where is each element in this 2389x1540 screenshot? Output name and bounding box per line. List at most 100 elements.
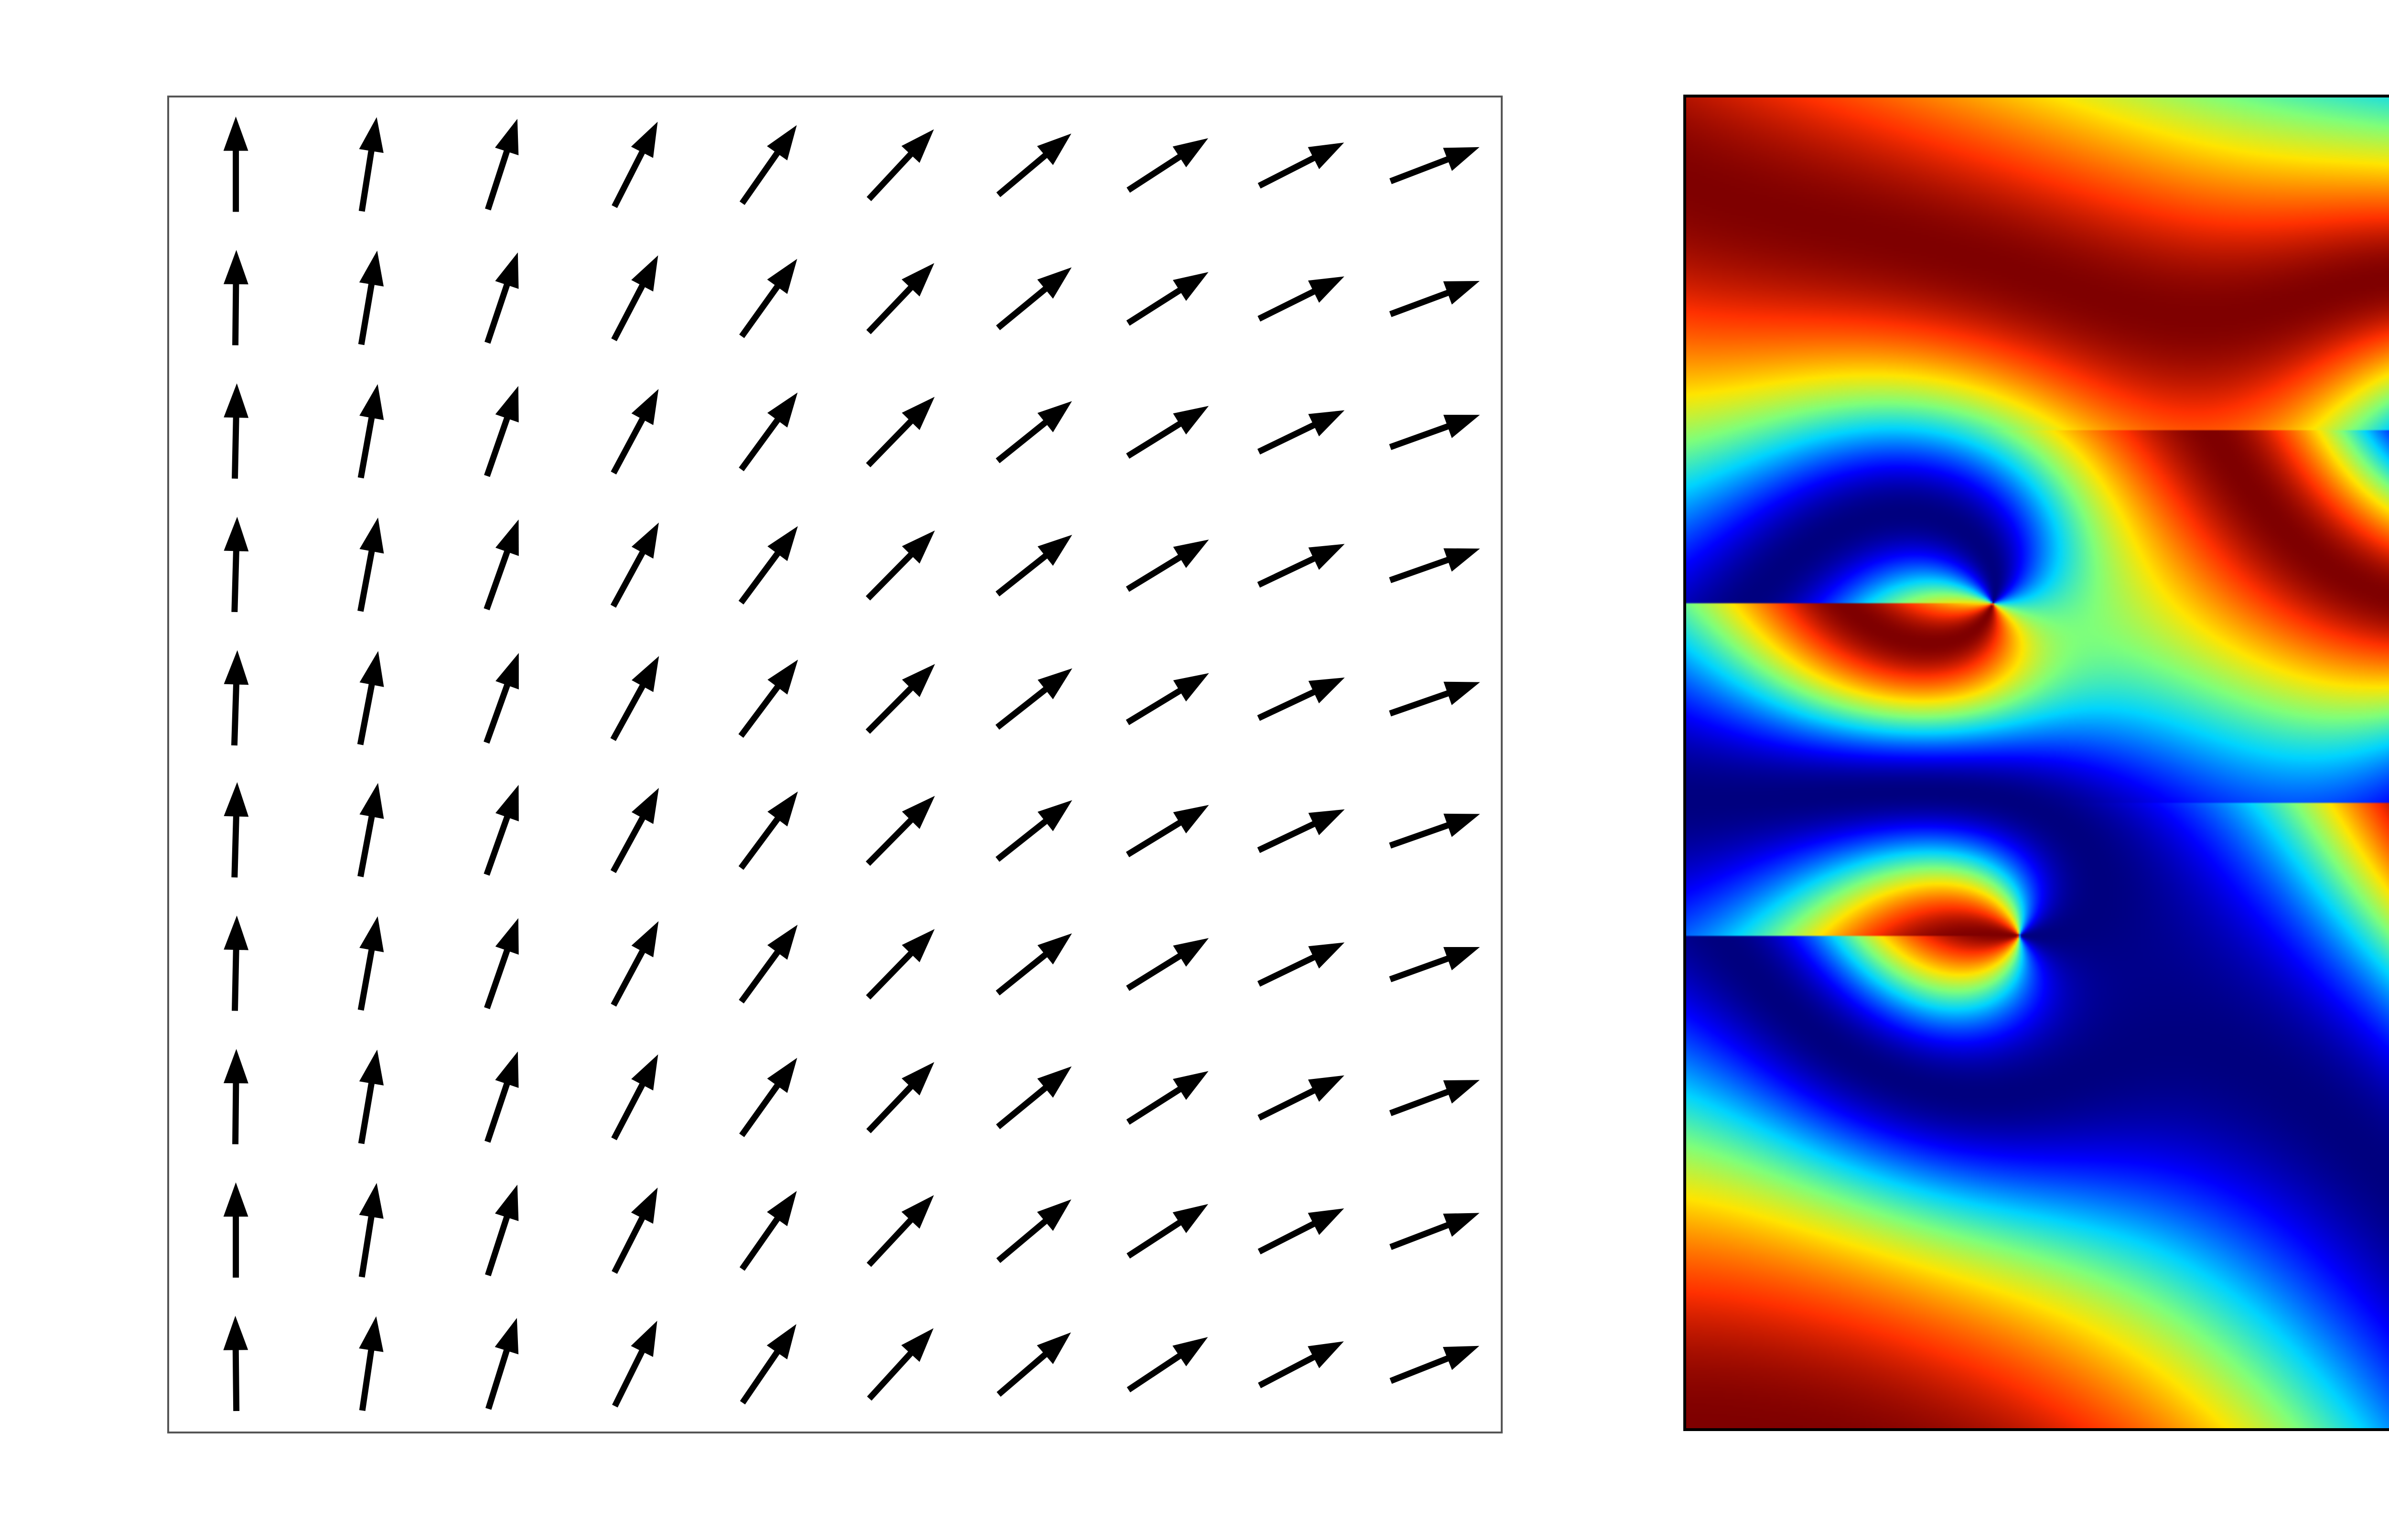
arrow-head-icon bbox=[1037, 133, 1072, 165]
arrow-shaft bbox=[865, 684, 915, 734]
arrow-shaft bbox=[1257, 554, 1318, 588]
quiver-arrow bbox=[224, 650, 249, 746]
quiver-arrow bbox=[738, 526, 798, 605]
arrow-head-icon bbox=[902, 397, 935, 431]
arrow-head-icon bbox=[767, 125, 797, 161]
quiver-arrow bbox=[485, 1318, 519, 1410]
arrow-head-icon bbox=[1037, 1199, 1072, 1231]
quiver-arrow bbox=[996, 1199, 1072, 1263]
arrow-head-icon bbox=[1308, 942, 1345, 969]
arrow-shaft bbox=[739, 416, 782, 472]
arrow-shaft bbox=[484, 1080, 511, 1143]
quiver-arrow bbox=[1389, 415, 1480, 450]
arrow-shaft bbox=[996, 950, 1050, 996]
arrow-shaft bbox=[865, 816, 915, 866]
arrow-head-icon bbox=[223, 1182, 248, 1217]
arrow-shaft bbox=[739, 948, 782, 1004]
arrow-head-icon bbox=[224, 650, 249, 685]
arrow-head-icon bbox=[359, 517, 384, 554]
arrow-shaft bbox=[996, 1084, 1050, 1130]
arrow-head-icon bbox=[495, 1185, 519, 1221]
quiver-arrow bbox=[1257, 544, 1345, 588]
arrow-shaft bbox=[611, 415, 646, 474]
quiver-plot-panel bbox=[167, 96, 1503, 1433]
arrow-head-icon bbox=[631, 656, 659, 692]
arrow-head-icon bbox=[495, 785, 519, 822]
arrow-shaft bbox=[995, 552, 1050, 597]
quiver-arrow bbox=[610, 522, 659, 608]
quiver-arrow bbox=[223, 116, 248, 212]
quiver-arrow bbox=[224, 383, 249, 479]
quiver-arrow bbox=[223, 1182, 248, 1278]
arrow-head-icon bbox=[1308, 677, 1345, 703]
quiver-arrow bbox=[739, 925, 798, 1004]
arrow-head-icon bbox=[1443, 1213, 1480, 1237]
quiver-arrow bbox=[1126, 272, 1209, 326]
quiver-arrow bbox=[866, 1062, 935, 1133]
arrow-shaft bbox=[1258, 1353, 1318, 1389]
arrow-head-icon bbox=[1443, 947, 1480, 970]
arrow-head-icon bbox=[1037, 1332, 1071, 1364]
quiver-arrow bbox=[995, 800, 1072, 862]
arrow-head-icon bbox=[1173, 138, 1208, 168]
arrow-head-icon bbox=[1037, 800, 1072, 831]
quiver-arrow bbox=[1389, 1080, 1480, 1116]
arrow-shaft bbox=[484, 681, 511, 744]
arrow-shaft bbox=[996, 285, 1050, 331]
quiver-arrow bbox=[866, 397, 935, 468]
arrow-shaft bbox=[484, 281, 511, 344]
arrow-head-icon bbox=[767, 1057, 797, 1093]
quiver-arrow bbox=[865, 796, 935, 866]
arrow-head-icon bbox=[495, 918, 519, 955]
arrow-head-icon bbox=[631, 921, 659, 958]
arrow-head-icon bbox=[359, 916, 384, 952]
arrow-head-icon bbox=[1308, 410, 1345, 437]
arrow-shaft bbox=[865, 550, 915, 601]
arrow-shaft bbox=[996, 418, 1050, 463]
arrow-head-icon bbox=[495, 653, 519, 689]
arrow-head-icon bbox=[1173, 1204, 1208, 1233]
arrow-shaft bbox=[231, 813, 240, 878]
arrow-head-icon bbox=[495, 519, 519, 556]
quiver-arrow bbox=[1126, 1204, 1208, 1259]
arrow-shaft bbox=[996, 1350, 1049, 1397]
arrow-head-icon bbox=[1443, 281, 1480, 305]
arrow-shaft bbox=[1257, 820, 1318, 853]
arrow-shaft bbox=[485, 148, 511, 211]
quiver-arrow bbox=[866, 1195, 934, 1267]
quiver-arrow bbox=[1257, 1075, 1345, 1121]
arrow-head-icon bbox=[359, 651, 384, 687]
arrow-shaft bbox=[1126, 152, 1184, 193]
arrow-shaft bbox=[359, 1346, 375, 1411]
quiver-arrow bbox=[484, 252, 519, 344]
arrow-head-icon bbox=[901, 1328, 934, 1362]
quiver-arrow bbox=[484, 386, 519, 477]
arrow-shaft bbox=[1126, 1218, 1184, 1259]
quiver-arrow bbox=[1126, 138, 1208, 193]
arrow-head-icon bbox=[631, 389, 659, 425]
arrow-head-icon bbox=[1308, 1075, 1345, 1102]
arrow-shaft bbox=[611, 947, 646, 1007]
arrow-head-icon bbox=[359, 1049, 384, 1086]
quiver-arrow bbox=[738, 659, 798, 738]
quiver-arrow bbox=[1389, 147, 1480, 184]
arrow-head-icon bbox=[1173, 406, 1209, 435]
arrow-head-icon bbox=[1308, 1208, 1345, 1235]
arrow-head-icon bbox=[1173, 272, 1209, 301]
quiver-arrow bbox=[1258, 1341, 1344, 1389]
arrow-head-icon bbox=[902, 664, 935, 697]
arrow-head-icon bbox=[1307, 1341, 1344, 1368]
arrow-head-icon bbox=[1308, 809, 1345, 836]
quiver-arrow bbox=[358, 250, 384, 345]
quiver-arrow bbox=[223, 1315, 248, 1411]
arrow-shaft bbox=[357, 681, 376, 745]
quiver-arrow bbox=[996, 267, 1072, 331]
arrow-shaft bbox=[866, 1216, 915, 1267]
arrow-head-icon bbox=[1443, 681, 1480, 705]
quiver-arrow bbox=[484, 785, 519, 876]
quiver-arrow bbox=[1258, 142, 1345, 189]
arrow-shaft bbox=[1258, 154, 1318, 189]
arrow-shaft bbox=[866, 417, 915, 468]
arrow-shaft bbox=[1126, 420, 1184, 459]
arrow-head-icon bbox=[1443, 415, 1480, 438]
